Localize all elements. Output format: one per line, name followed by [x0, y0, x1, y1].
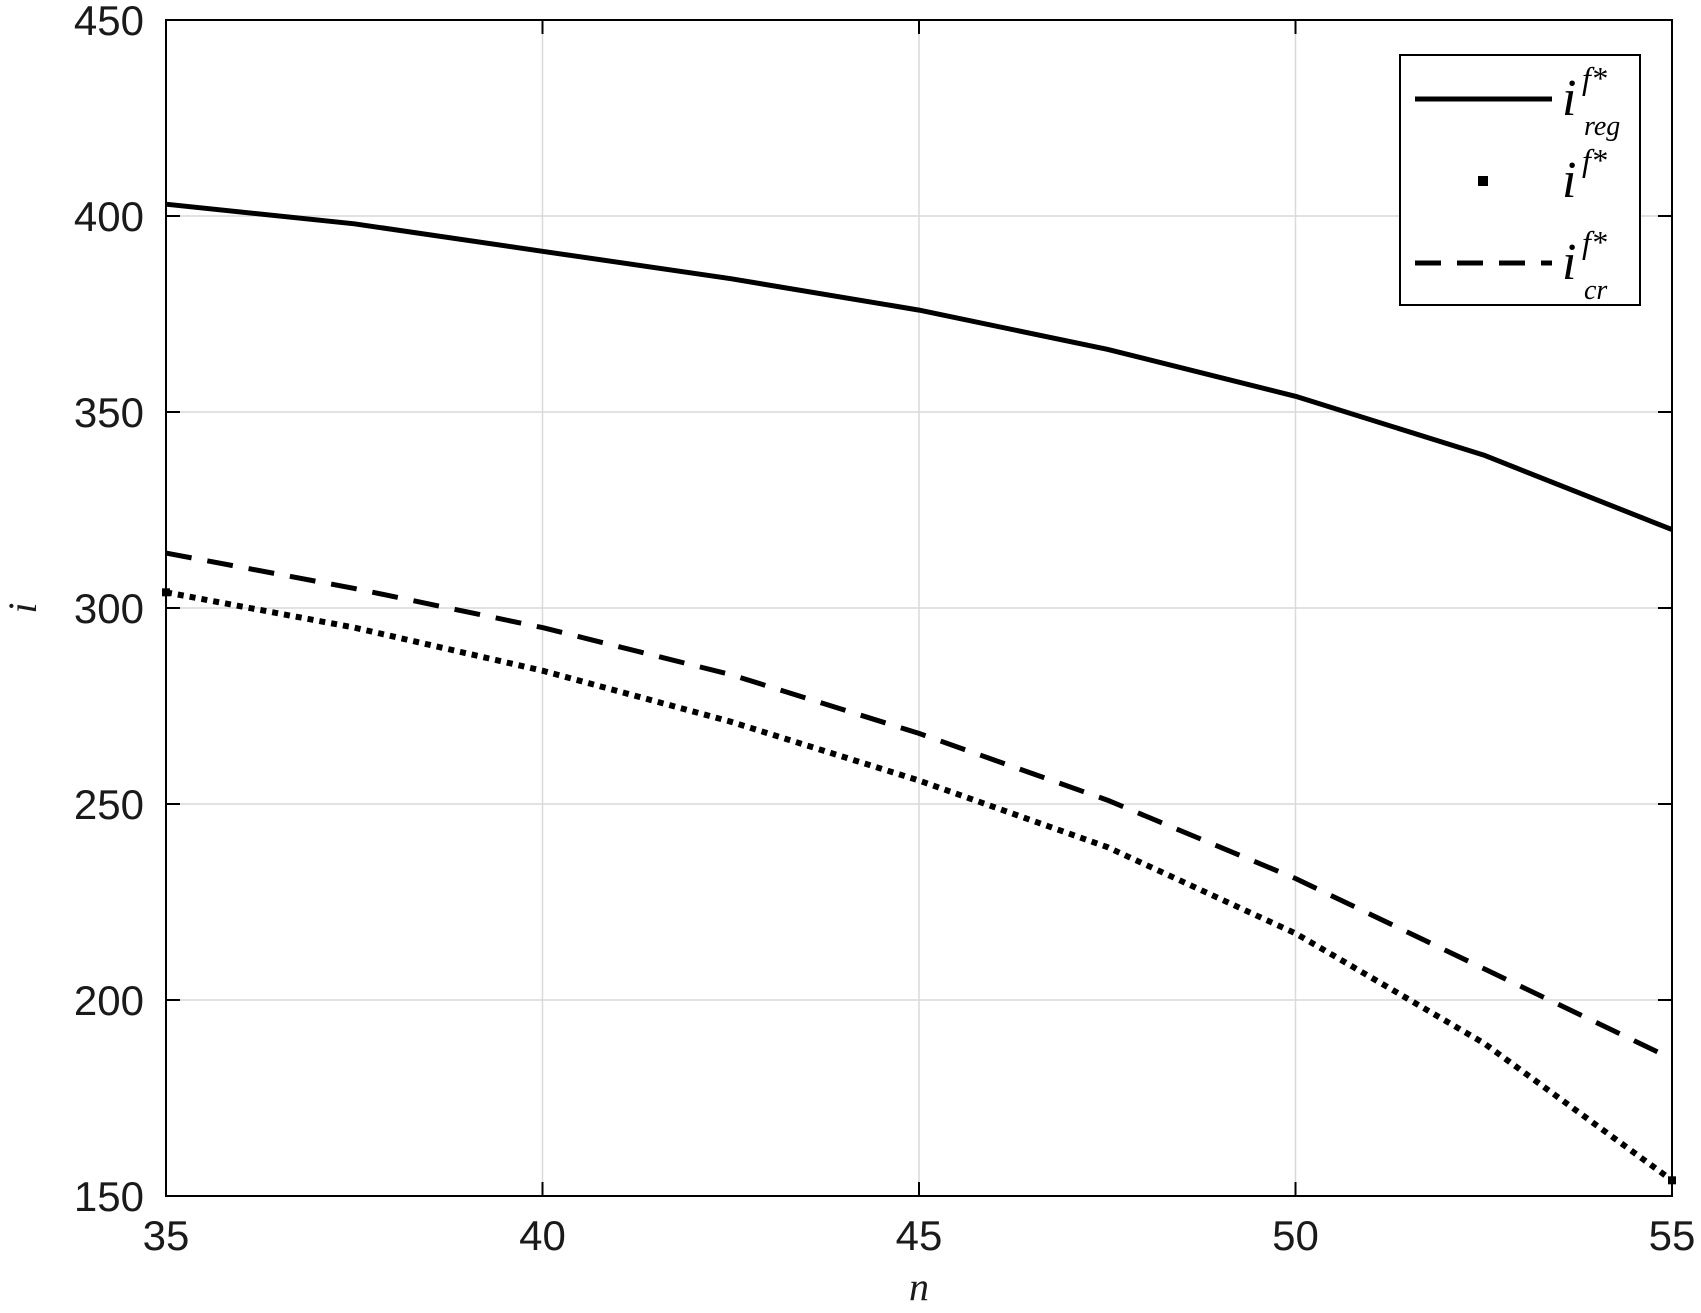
legend-base: i	[1562, 152, 1576, 209]
legend-sup: f*	[1582, 60, 1607, 96]
x-tick-label: 50	[1272, 1212, 1319, 1259]
legend-swatch-1	[1478, 176, 1488, 186]
legend-base: i	[1562, 234, 1576, 291]
series-line-2	[165, 550, 1674, 1062]
y-tick-label: 350	[74, 389, 144, 436]
axis-ticks	[165, 19, 1673, 1197]
x-tick-label: 35	[143, 1212, 190, 1259]
x-tick-label: 45	[896, 1212, 943, 1259]
tick-labels: 35 40 45 50 55 150 200 250 300 350 400 450	[74, 0, 1695, 1259]
x-axis-label: n	[909, 1264, 929, 1309]
y-tick-label: 300	[74, 585, 144, 632]
legend-label-0: i f* reg	[1562, 60, 1620, 142]
y-tick-label: 400	[74, 193, 144, 240]
y-tick-label: 200	[74, 977, 144, 1024]
y-tick-label: 450	[74, 0, 144, 44]
y-tick-label: 150	[74, 1173, 144, 1220]
legend-label-2: i f* cr	[1562, 224, 1607, 306]
legend-label-1: i f*	[1562, 142, 1607, 209]
y-tick-label: 250	[74, 781, 144, 828]
legend-base: i	[1562, 70, 1576, 127]
legend-sub: cr	[1584, 275, 1607, 306]
series-line-0	[165, 201, 1673, 532]
x-tick-label: 40	[519, 1212, 566, 1259]
legend-sup: f*	[1582, 224, 1607, 260]
legend-sub: reg	[1584, 111, 1620, 142]
series-line-1	[165, 589, 1674, 1183]
legend-sup: f*	[1582, 142, 1607, 178]
y-axis-label: i	[0, 602, 45, 613]
x-tick-label: 55	[1649, 1212, 1696, 1259]
